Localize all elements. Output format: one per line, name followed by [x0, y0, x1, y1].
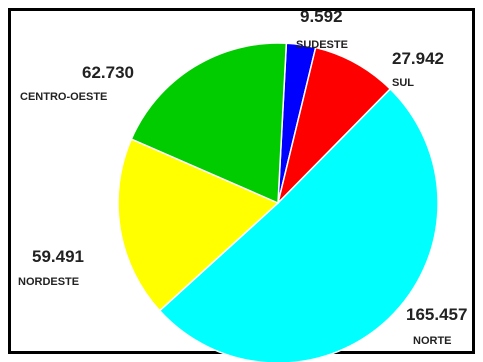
pie-slice-centro-oeste: [130, 42, 288, 205]
label-region-nordeste: NORDESTE: [18, 276, 79, 288]
label-value-sul: 27.942: [392, 49, 444, 68]
pie-slice-sul: [276, 46, 392, 206]
label-region-sudeste: SUDESTE: [296, 39, 348, 51]
label-value-sudeste: 9.592: [300, 7, 343, 26]
label-value-nordeste: 59.491: [32, 247, 84, 266]
pie-slices: [117, 42, 439, 362]
pie-slice-nordeste: [117, 138, 280, 312]
label-region-centro-oeste: CENTRO-OESTE: [20, 91, 107, 103]
label-value-norte: 165.457: [406, 305, 467, 324]
label-region-sul: SUL: [392, 77, 414, 89]
pie-slice-norte: [158, 87, 439, 362]
label-value-centro-oeste: 62.730: [82, 63, 134, 82]
label-region-norte: NORTE: [413, 335, 452, 347]
